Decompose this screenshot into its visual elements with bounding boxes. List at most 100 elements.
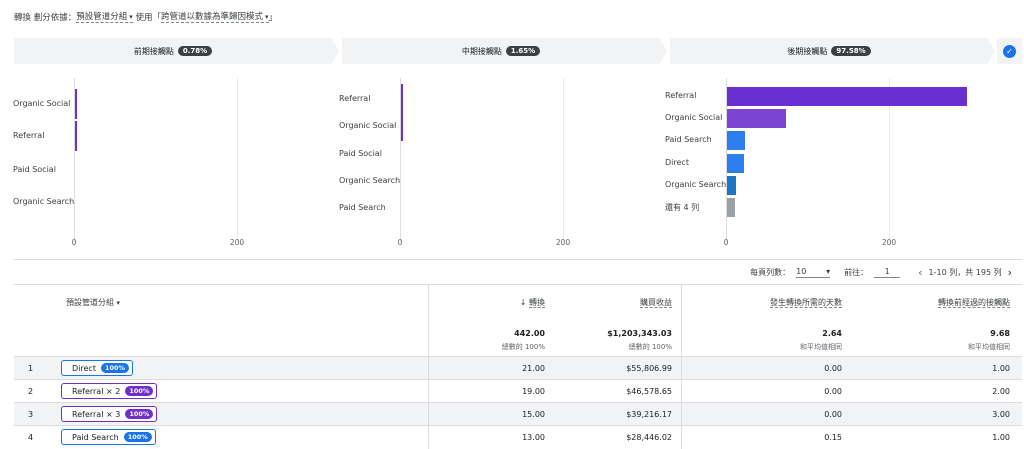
dimension-column-header[interactable]: 預設管道分組 ▾ <box>66 298 121 307</box>
table-row[interactable]: 2 Referral × 2 100% 19.00 $46,578.65 0.00 2.00 <box>14 379 1022 402</box>
category-label: Organic Social <box>13 99 71 108</box>
stage-label: 前期接觸點 <box>133 46 174 56</box>
table-header: 預設管道分組 ▾ ↓ 轉換 購買收益 發生轉換所需的天數 轉換前經過的接觸點 4… <box>14 284 1022 356</box>
goto-label: 前往： <box>844 268 869 277</box>
metric-value: 0.00 <box>824 364 842 373</box>
metric-value: 0.15 <box>824 433 842 442</box>
table-row[interactable]: 1 Direct 100% 21.00 $55,806.99 0.00 1.00 <box>14 356 1022 379</box>
chevron-down-icon: ▾ <box>826 267 831 276</box>
total-value: 2.64 <box>822 329 842 338</box>
bar[interactable] <box>727 153 745 173</box>
channel-chip[interactable]: Referral × 3 100% <box>61 406 158 422</box>
page-range: 1-10 列，共 195 列 <box>928 268 1002 277</box>
channel-name: Direct <box>72 363 96 373</box>
chevron-right-icon <box>332 38 340 64</box>
channel-percent-badge: 100% <box>100 363 130 373</box>
bar[interactable] <box>75 121 77 151</box>
stage-percent-badge: 0.78% <box>177 46 213 56</box>
filter-prefix: 轉換 <box>14 12 32 23</box>
channel-chip[interactable]: Paid Search 100% <box>61 429 156 445</box>
dimension-dropdown[interactable]: 預設管道分組 ▾ <box>76 12 133 23</box>
column-separator <box>681 284 682 449</box>
bar[interactable] <box>75 89 77 119</box>
gridline <box>563 78 564 242</box>
section-divider <box>14 259 1022 260</box>
bar[interactable] <box>727 130 745 150</box>
metric-value: 2.00 <box>992 387 1010 396</box>
row-index: 2 <box>28 387 34 396</box>
category-label: Paid Search <box>339 203 386 212</box>
prev-page-icon[interactable]: ‹ <box>918 266 923 279</box>
rows-per-page-select[interactable]: 10 ▾ <box>796 267 831 278</box>
model-suffix: 」 <box>268 12 278 23</box>
metric-value: 0.00 <box>824 410 842 419</box>
row-index: 3 <box>28 410 34 419</box>
metric-value: 1.00 <box>992 433 1010 442</box>
chevron-down-icon: ▾ <box>116 299 121 307</box>
metric-value: 21.00 <box>522 364 545 373</box>
goto-page-input[interactable]: 1 <box>874 267 901 278</box>
bar[interactable] <box>727 197 736 217</box>
column-separator <box>428 284 429 449</box>
metric-value: 19.00 <box>522 387 545 396</box>
channel-name: Referral × 2 <box>72 386 121 396</box>
category-label: Organic Social <box>665 113 723 122</box>
metric-value: $28,446.02 <box>626 433 672 442</box>
category-label: Organic Search <box>13 197 75 206</box>
all-stages-toggle[interactable]: ✓ <box>997 38 1022 64</box>
stage-percent-badge: 1.65% <box>505 46 541 56</box>
table-row[interactable]: 3 Referral × 3 100% 15.00 $39,216.17 0.00 3.00 <box>14 402 1022 425</box>
metric-value: 3.00 <box>992 410 1010 419</box>
category-label: Organic Search <box>339 176 401 185</box>
conversions-column-header[interactable]: ↓ 轉換 <box>519 298 545 308</box>
touchpoints-column-header[interactable]: 轉換前經過的接觸點 <box>938 298 1010 308</box>
gridline <box>889 78 890 242</box>
bar[interactable] <box>727 108 787 128</box>
bar[interactable] <box>401 84 403 114</box>
metric-value: 1.00 <box>992 364 1010 373</box>
category-label: Paid Social <box>339 149 382 158</box>
stage-early[interactable]: 前期接觸點 0.78% <box>14 38 332 64</box>
late-touchpoint-chart: 0 200 Referral Organic Social Paid Search Dir… <box>664 70 1020 250</box>
table-row[interactable]: 4 Paid Search 100% 13.00 $28,446.02 0.15 1.00 <box>14 425 1022 448</box>
mid-touchpoint-chart: 0 200 Referral Organic Social Paid Social Org… <box>338 70 652 250</box>
x-tick-label: 200 <box>229 238 245 247</box>
metric-value: 0.00 <box>824 387 842 396</box>
channel-percent-badge: 100% <box>125 386 154 396</box>
revenue-column-header[interactable]: 購買收益 <box>640 298 672 308</box>
x-tick-label: 0 <box>71 238 77 247</box>
bar[interactable] <box>401 111 403 141</box>
model-label: 使用「 <box>135 12 161 23</box>
category-label: Paid Social <box>13 165 56 174</box>
stage-late[interactable]: 後期接觸點 97.58% <box>670 38 988 64</box>
attribution-model-dropdown[interactable]: 跨管道以數據為準歸因模式 ▾ <box>160 12 269 23</box>
x-tick-label: 0 <box>723 238 729 247</box>
gridline <box>74 78 75 242</box>
category-label: Paid Search <box>665 135 712 144</box>
chevron-right-icon <box>660 38 668 64</box>
total-subtext: 和平均值相同 <box>800 343 842 351</box>
sort-down-icon: ↓ <box>519 298 527 307</box>
next-page-icon[interactable]: › <box>1007 266 1012 279</box>
channel-percent-badge: 100% <box>123 432 152 442</box>
bar[interactable] <box>727 86 967 106</box>
check-icon: ✓ <box>1003 44 1016 58</box>
days-column-header[interactable]: 發生轉換所需的天數 <box>770 298 842 308</box>
stage-label: 中期接觸點 <box>461 46 502 56</box>
category-label: Referral <box>339 94 371 103</box>
category-label: Direct <box>665 158 689 167</box>
gridline <box>237 78 238 242</box>
early-touchpoint-chart: 0 200 Organic Social Referral Paid Social Org… <box>12 70 326 250</box>
rows-per-page-label: 每頁列數： <box>750 268 791 277</box>
channel-chip[interactable]: Direct 100% <box>61 360 134 376</box>
total-subtext: 總數的 100% <box>628 343 672 351</box>
filter-summary: 轉換 劃分依據： 預設管道分組 ▾ 使用「 跨管道以數據為準歸因模式 ▾ 」 <box>14 10 277 23</box>
touchpoint-stage-bar: 前期接觸點 0.78% 中期接觸點 1.65% 後期接觸點 97.58% ✓ <box>14 38 1022 64</box>
gridline <box>400 78 401 242</box>
channel-chip[interactable]: Referral × 2 100% <box>61 383 158 399</box>
stage-label: 後期接觸點 <box>787 46 828 56</box>
bar[interactable] <box>727 175 736 195</box>
pagination: 每頁列數： 10 ▾ 前往： 1 ‹ 1-10 列，共 195 列 › <box>750 266 1018 279</box>
stage-middle[interactable]: 中期接觸點 1.65% <box>342 38 660 64</box>
row-index: 4 <box>28 433 34 442</box>
